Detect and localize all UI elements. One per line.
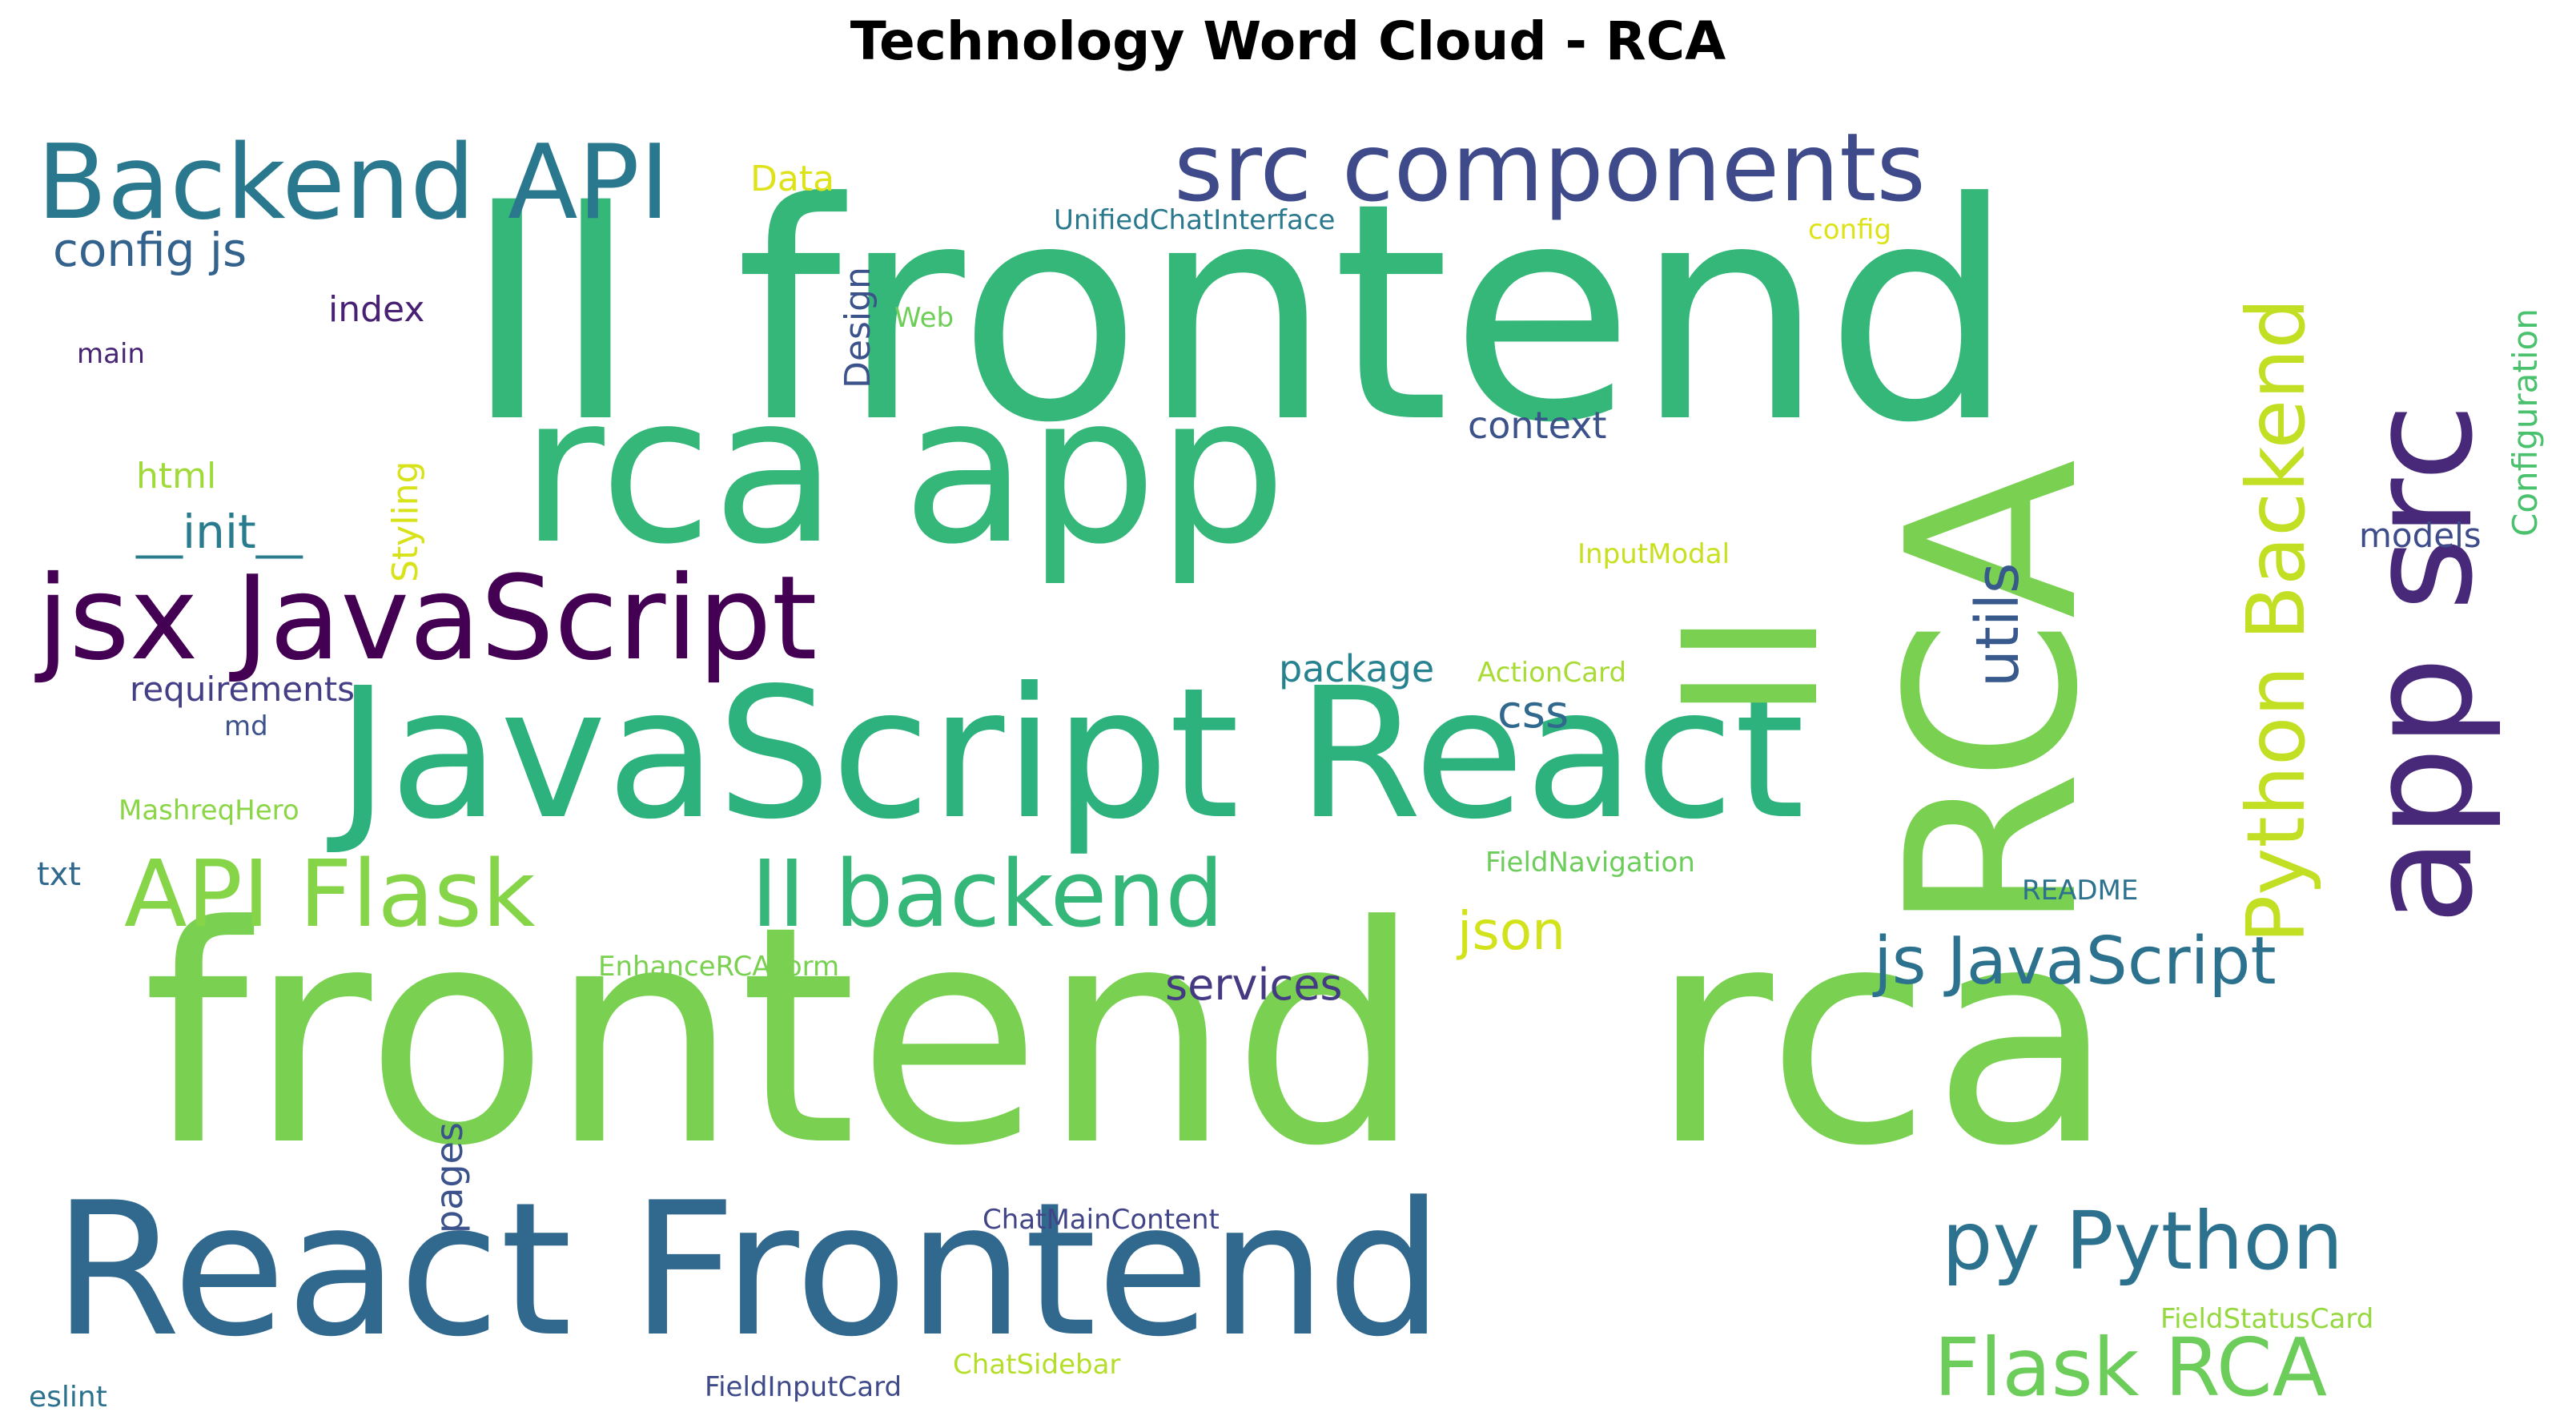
word-Flask-RCA: Flask RCA (1934, 1321, 2328, 1414)
word-II: II (1644, 611, 1860, 721)
word-txt: txt (37, 856, 82, 893)
word-models: models (2359, 516, 2482, 555)
word-context: context (1468, 404, 1607, 447)
word-index: index (328, 289, 425, 330)
word-Data: Data (750, 159, 835, 199)
word-css: css (1497, 686, 1569, 738)
word-main: main (77, 338, 145, 370)
word-js-JavaScript: js JavaScript (1874, 923, 2277, 1000)
word-pages: pages (428, 1122, 471, 1233)
word-FieldInputCard: FieldInputCard (705, 1371, 902, 1403)
word-json: json (1457, 900, 1565, 962)
word-frontend: frontend (143, 863, 1423, 1212)
word-Backend-API: Backend API (37, 123, 670, 243)
word-rca-app: rca app (520, 352, 1287, 589)
word-Python-Backend: Python Backend (2229, 297, 2323, 943)
word-API-Flask: API Flask (124, 841, 536, 948)
word-II-frontend: II frontend (463, 139, 2015, 489)
word-py-Python: py Python (1942, 1194, 2344, 1288)
word-FieldNavigation: FieldNavigation (1485, 847, 1695, 879)
word-rca: rca (1650, 863, 2116, 1212)
word-II-backend: II backend (751, 841, 1224, 948)
page-title: Technology Word Cloud - RCA (850, 10, 1726, 72)
word-README: README (2022, 875, 2139, 907)
word-requirements: requirements (130, 670, 356, 709)
word-Configuration: Configuration (2506, 308, 2545, 537)
word-src-components: src components (1174, 112, 1926, 223)
word-ActionCard: ActionCard (1477, 657, 1627, 689)
word-MashreqHero: MashreqHero (119, 794, 299, 827)
word-FieldStatusCard: FieldStatusCard (2160, 1303, 2374, 1335)
word-eslint: eslint (29, 1381, 107, 1414)
word-app-src: app src (2338, 403, 2504, 925)
word-__init__: __init__ (136, 505, 303, 559)
word-services: services (1165, 959, 1343, 1010)
word-InputModal: InputModal (1577, 538, 1730, 570)
word-package: package (1279, 647, 1435, 690)
word-Design: Design (838, 267, 878, 388)
word-html: html (136, 456, 217, 497)
word-EnhanceRCAForm: EnhanceRCAForm (598, 951, 840, 983)
word-config-js: config js (53, 223, 247, 277)
word-Web: Web (894, 302, 954, 334)
word-md: md (224, 710, 268, 742)
word-config: config (1808, 214, 1892, 246)
word-Styling: Styling (385, 461, 426, 583)
word-RCA: RCA (1857, 459, 2129, 933)
word-React-Frontend: React Frontend (53, 1164, 1444, 1378)
word-utils: utils (1963, 562, 2032, 687)
word-ChatSidebar: ChatSidebar (953, 1349, 1121, 1381)
word-JavaScript-React: JavaScript React (336, 650, 1805, 859)
word-ChatMainContent: ChatMainContent (983, 1204, 1220, 1236)
word-UnifiedChatInterface: UnifiedChatInterface (1054, 204, 1336, 236)
word-jsx-JavaScript: jsx JavaScript (37, 551, 818, 686)
